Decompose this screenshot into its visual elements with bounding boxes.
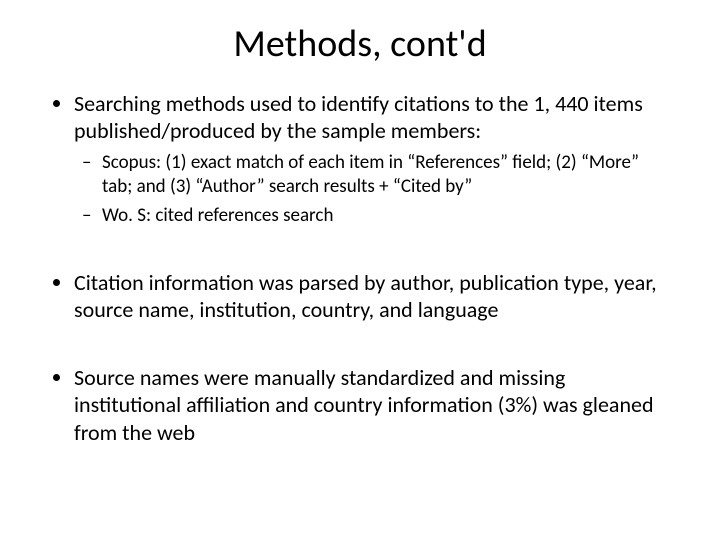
- sub-bullet-1-1: Scopus: (1) exact match of each item in …: [102, 151, 672, 200]
- bullet-item-3: Source names were manually standardized …: [74, 364, 672, 447]
- bullet-item-1: Searching methods used to identify citat…: [74, 90, 672, 229]
- bullet-text-1: Searching methods used to identify citat…: [74, 90, 643, 145]
- sub-bullet-list-1: Scopus: (1) exact match of each item in …: [74, 151, 672, 229]
- bullet-list-2: Citation information was parsed by autho…: [48, 269, 672, 324]
- bullet-list: Searching methods used to identify citat…: [48, 90, 672, 229]
- spacer-1: [48, 235, 672, 269]
- spacer-2: [48, 330, 672, 364]
- slide-title: Methods, cont'd: [48, 24, 672, 66]
- bullet-list-3: Source names were manually standardized …: [48, 364, 672, 447]
- slide: Methods, cont'd Searching methods used t…: [0, 0, 720, 540]
- sub-bullet-1-2: Wo. S: cited references search: [102, 204, 672, 229]
- bullet-item-2: Citation information was parsed by autho…: [74, 269, 672, 324]
